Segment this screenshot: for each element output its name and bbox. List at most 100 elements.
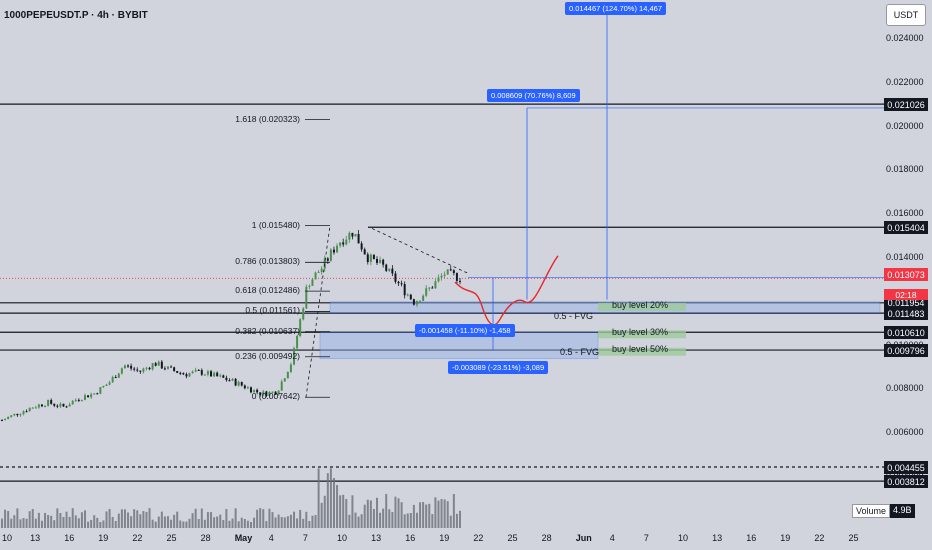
- candle-body: [299, 319, 302, 337]
- volume-bar: [379, 512, 382, 528]
- price-level-label: 0.010610: [884, 326, 928, 340]
- candle-body: [246, 387, 249, 389]
- candle-body: [191, 371, 194, 374]
- price-tick-label: 0.024000: [886, 33, 924, 43]
- price-tick-label: 0.014000: [886, 252, 924, 262]
- candle-body: [96, 393, 99, 395]
- volume-bar: [157, 516, 160, 528]
- candle-body: [345, 239, 348, 245]
- candle-body: [59, 403, 62, 407]
- fib-level-label: 0.5 (0.011561): [245, 305, 300, 316]
- candle-body: [243, 385, 246, 389]
- candle-body: [237, 381, 240, 386]
- volume-bar: [40, 520, 43, 528]
- candle-body: [31, 407, 34, 409]
- volume-bar: [243, 518, 246, 528]
- candle-body: [286, 372, 289, 379]
- candle-body: [446, 269, 449, 275]
- time-tick-label: 10: [678, 533, 689, 543]
- candle-body: [222, 375, 225, 378]
- candle-body: [369, 254, 372, 263]
- candle-body: [339, 242, 342, 246]
- volume-bar: [437, 500, 440, 528]
- volume-bar: [299, 509, 302, 528]
- symbol-title[interactable]: 1000PEPEUSDT.P · 4h · BYBIT: [4, 10, 148, 21]
- volume-bar: [434, 497, 437, 528]
- price-level-label: 0.021026: [884, 98, 928, 112]
- volume-bar: [397, 498, 400, 528]
- candle-body: [99, 387, 102, 394]
- buy-level-20-label: buy level 20%: [612, 300, 669, 310]
- volume-bar: [7, 511, 10, 528]
- candle-body: [108, 382, 111, 385]
- volume-bar: [293, 511, 296, 528]
- volume-bar: [271, 512, 274, 528]
- candle-body: [240, 381, 243, 386]
- candle-body: [382, 259, 385, 265]
- candle-body: [203, 374, 206, 376]
- candle-body: [231, 378, 234, 381]
- volume-bar: [4, 509, 7, 528]
- currency-button[interactable]: USDT: [886, 4, 926, 26]
- candle-body: [74, 399, 77, 401]
- price-tick-label: 0.006000: [886, 427, 924, 438]
- projection-path: [454, 255, 559, 326]
- time-tick-label: 19: [98, 533, 109, 543]
- candle-body: [56, 405, 59, 407]
- volume-bar: [249, 521, 252, 528]
- volume-bar: [151, 519, 154, 528]
- candle-body: [80, 399, 83, 401]
- volume-bar: [185, 521, 188, 528]
- candle-body: [166, 366, 169, 369]
- candle-body: [50, 400, 53, 404]
- candle-body: [111, 377, 114, 383]
- volume-bar: [219, 514, 222, 528]
- candle-body: [136, 369, 139, 371]
- time-tick-label: 13: [371, 533, 382, 543]
- volume-bar: [286, 516, 289, 528]
- candle-body: [19, 414, 22, 416]
- candle-body: [234, 378, 237, 386]
- candle-body: [142, 368, 145, 372]
- candle-body: [253, 389, 256, 393]
- volume-bar: [360, 514, 363, 528]
- time-tick-label: 25: [166, 533, 177, 543]
- volume-bar: [44, 512, 47, 528]
- fib-level-label: 0.618 (0.012486): [235, 285, 300, 296]
- candle-body: [185, 374, 188, 377]
- candle-body: [372, 254, 375, 260]
- volume-bar: [182, 521, 185, 528]
- volume-bar: [74, 515, 77, 528]
- volume-bar: [56, 508, 59, 528]
- volume-bar: [256, 509, 259, 528]
- candle-body: [332, 249, 335, 253]
- volume-bar: [105, 511, 108, 528]
- volume-bar: [455, 513, 458, 528]
- candle-body: [148, 367, 151, 370]
- bar-countdown: 02:18: [884, 289, 928, 300]
- volume-bar: [102, 520, 105, 528]
- volume-bar: [59, 513, 62, 528]
- candle-body: [431, 287, 434, 289]
- candle-body: [117, 373, 120, 378]
- volume-bar: [65, 511, 68, 528]
- candle-body: [62, 403, 65, 407]
- volume-bar: [415, 512, 418, 528]
- volume-bar: [425, 504, 428, 528]
- candle-body: [342, 242, 345, 245]
- volume-bar: [357, 516, 360, 528]
- candle-body: [1, 420, 3, 422]
- candle-body: [452, 270, 455, 274]
- volume-bar: [148, 508, 151, 528]
- volume-bar: [388, 509, 391, 528]
- volume-bar: [240, 517, 243, 528]
- candle-body: [415, 300, 418, 305]
- candle-body: [256, 389, 259, 393]
- time-tick-label: 22: [814, 533, 825, 543]
- time-tick-label: 19: [439, 533, 450, 543]
- volume-bar: [96, 517, 99, 528]
- volume-bar: [449, 515, 452, 528]
- volume-bar: [133, 509, 136, 528]
- volume-bar: [431, 514, 434, 528]
